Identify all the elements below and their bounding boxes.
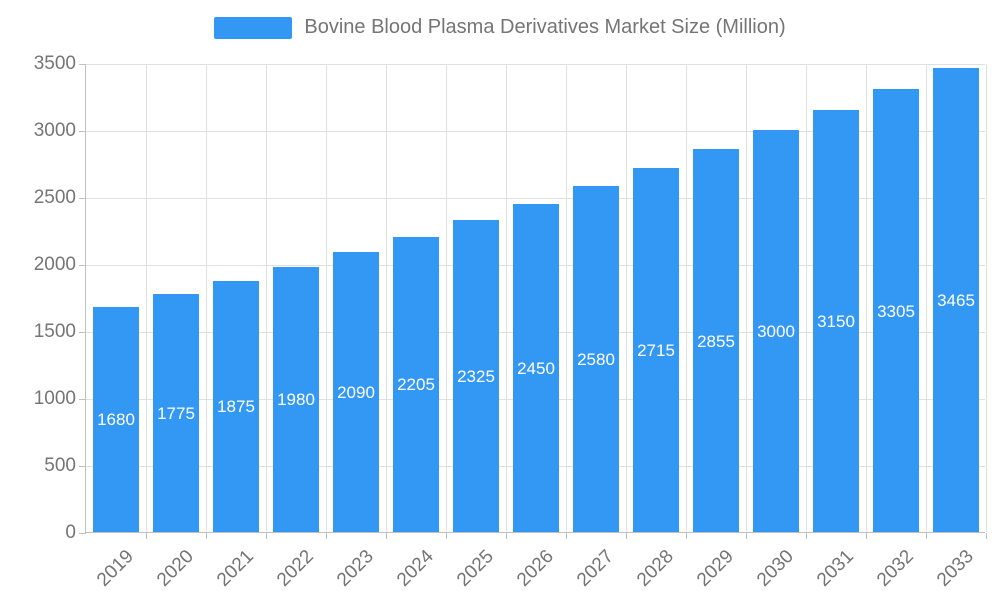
grid-line-vertical [686, 64, 687, 532]
grid-line-vertical [926, 64, 927, 532]
y-axis-tick [79, 64, 86, 65]
bar-value-label: 3150 [817, 311, 855, 331]
y-axis-label: 1500 [33, 321, 76, 342]
x-axis-tick [866, 533, 867, 539]
bar-value-label: 2580 [577, 350, 615, 370]
grid-line-vertical [806, 64, 807, 532]
grid-line-vertical [626, 64, 627, 532]
grid-line-vertical [566, 64, 567, 532]
x-axis-label: 2023 [333, 546, 378, 591]
x-axis-label: 2033 [933, 546, 978, 591]
grid-line-vertical [506, 64, 507, 532]
x-axis-label: 2019 [93, 546, 138, 591]
y-axis-tick [79, 533, 86, 534]
x-axis-label: 2020 [153, 546, 198, 591]
grid-line-horizontal [86, 198, 985, 199]
x-axis-label: 2026 [513, 546, 558, 591]
bar-value-label: 3465 [937, 290, 975, 310]
y-axis-label: 3000 [33, 120, 76, 141]
y-axis-tick [79, 332, 86, 333]
y-axis-label: 1000 [33, 388, 76, 409]
legend-label: Bovine Blood Plasma Derivatives Market S… [304, 16, 786, 38]
grid-line-horizontal [86, 131, 985, 132]
y-axis-label: 0 [65, 522, 76, 543]
x-axis-label: 2030 [753, 546, 798, 591]
grid-line-vertical [266, 64, 267, 532]
grid-line-vertical [146, 64, 147, 532]
plot-area: 0 500 1000 1500 2000 2500 3000 3500 1680 2019 1775… [34, 53, 987, 591]
grid-line-vertical [986, 64, 987, 532]
bar-value-label: 1875 [217, 397, 255, 417]
y-axis-label: 3500 [33, 53, 76, 74]
x-axis-tick [326, 533, 327, 539]
y-axis-label: 2500 [33, 187, 76, 208]
y-axis-tick [79, 265, 86, 266]
bar-2021[interactable] [213, 280, 259, 532]
y-axis-tick [79, 399, 86, 400]
legend-swatch[interactable] [214, 16, 293, 39]
x-axis-tick [446, 533, 447, 539]
grid-line-vertical [446, 64, 447, 532]
bar-2024[interactable] [393, 236, 439, 532]
x-axis-tick [986, 533, 987, 539]
x-axis-tick [746, 533, 747, 539]
x-axis-label: 2027 [573, 546, 618, 591]
bar-value-label: 2205 [397, 375, 435, 395]
y-axis-tick [79, 466, 86, 467]
x-axis-tick [806, 533, 807, 539]
x-axis-label: 2025 [453, 546, 498, 591]
bar-value-label: 2855 [697, 331, 735, 351]
bar-value-label: 2450 [517, 358, 555, 378]
bar-2022[interactable] [273, 266, 319, 532]
y-axis-tick [79, 131, 86, 132]
bar-2033[interactable] [933, 67, 979, 532]
x-axis-tick [926, 533, 927, 539]
x-axis-tick [206, 533, 207, 539]
x-axis-label: 2022 [273, 546, 318, 591]
x-axis-label: 2028 [633, 546, 678, 591]
bar-2027[interactable] [573, 186, 619, 532]
x-axis-tick [146, 533, 147, 539]
x-axis-label: 2024 [393, 546, 438, 591]
bar-2020[interactable] [153, 294, 199, 532]
x-axis-label: 2021 [213, 546, 258, 591]
y-axis-tick [79, 198, 86, 199]
x-axis-label: 2031 [813, 546, 858, 591]
bar-2029[interactable] [693, 149, 739, 532]
bar-2028[interactable] [633, 168, 679, 532]
grid-line-vertical [746, 64, 747, 532]
bar-value-label: 2325 [457, 367, 495, 387]
x-axis-tick [266, 533, 267, 539]
bar-2030[interactable] [753, 130, 799, 532]
bar-value-label: 1775 [157, 404, 195, 424]
grid-line-vertical [326, 64, 327, 532]
grid-line-horizontal [86, 64, 985, 65]
grid-line-vertical [386, 64, 387, 532]
bar-value-label: 3305 [877, 301, 915, 321]
grid-line-vertical [866, 64, 867, 532]
grid-line-vertical [206, 64, 207, 532]
x-axis-tick [626, 533, 627, 539]
x-axis-tick [386, 533, 387, 539]
bar-2025[interactable] [453, 220, 499, 532]
x-axis-tick [686, 533, 687, 539]
x-axis-label: 2032 [873, 546, 918, 591]
bar-value-label: 2090 [337, 382, 375, 402]
x-axis-label: 2029 [693, 546, 738, 591]
x-axis-tick [506, 533, 507, 539]
x-axis-tick [566, 533, 567, 539]
bar-value-label: 1980 [277, 390, 315, 410]
bar-2019[interactable] [93, 306, 139, 532]
bar-2032[interactable] [873, 89, 919, 532]
bar-2031[interactable] [813, 109, 859, 532]
bar-2026[interactable] [513, 203, 559, 532]
y-axis-label: 500 [44, 455, 76, 476]
bar-2023[interactable] [333, 251, 379, 532]
chart-legend[interactable]: Bovine Blood Plasma Derivatives Market S… [0, 16, 1000, 39]
bar-value-label: 2715 [637, 341, 675, 361]
y-axis-label: 2000 [33, 254, 76, 275]
bar-value-label: 3000 [757, 322, 795, 341]
bar-value-label: 1680 [97, 410, 135, 430]
